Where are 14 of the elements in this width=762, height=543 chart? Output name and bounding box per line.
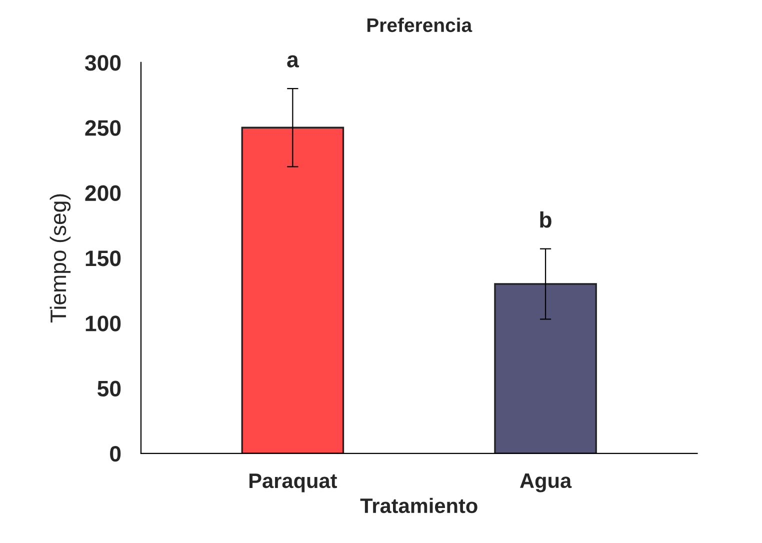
y-tick-label: 50	[97, 380, 121, 397]
y-tick-label: 150	[86, 250, 121, 266]
x-tick-label: Agua	[520, 474, 572, 492]
y-tick-label: 0	[110, 446, 121, 462]
y-tick-label: 100	[86, 316, 121, 332]
x-tick-label: Paraquat	[249, 474, 337, 492]
x-axis-title: Tratamiento	[360, 498, 478, 514]
y-tick-label: 250	[85, 120, 121, 136]
y-tick-label: 200	[85, 185, 121, 202]
y-tick-label: 300	[84, 54, 121, 71]
chart-title: Preferencia	[367, 18, 472, 32]
annotation: b	[540, 211, 552, 228]
y-axis-title: Tiempo (seg)	[50, 194, 71, 322]
annotation: a	[287, 55, 299, 68]
